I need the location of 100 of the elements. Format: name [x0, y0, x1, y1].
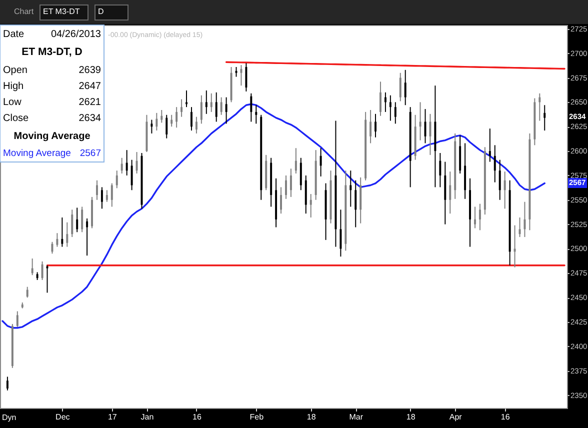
annotation: Close	[3, 113, 30, 124]
candlestick	[494, 144, 496, 183]
text: ET M3-DT, D	[22, 46, 83, 58]
candlestick	[488, 128, 491, 162]
candlestick	[350, 170, 352, 208]
text: ET M3-DT	[43, 7, 80, 16]
candlestick	[394, 102, 396, 124]
candlestick	[215, 92, 218, 122]
candlestick	[544, 104, 546, 132]
candlestick	[284, 174, 287, 200]
candlestick	[160, 110, 163, 124]
candlestick	[31, 258, 34, 276]
x-tick-label: Jan	[140, 412, 154, 422]
candlestick	[419, 102, 422, 141]
candlestick	[374, 113, 377, 138]
x-tick-label: 17	[108, 412, 118, 422]
candlestick	[498, 159, 501, 200]
annotation: Low	[3, 97, 22, 108]
candlestick	[106, 190, 108, 202]
x-tick-label: 16	[500, 412, 510, 422]
x-tick-label: 16	[192, 412, 202, 422]
candlestick	[26, 286, 28, 298]
candlestick	[116, 170, 118, 189]
candlestick	[170, 114, 173, 128]
candlestick	[354, 180, 357, 228]
annotation: Open	[3, 65, 28, 76]
candlestick	[514, 224, 516, 268]
x-tick-label: Feb	[250, 412, 264, 422]
annotation: Moving Average	[14, 131, 91, 142]
candlestick	[399, 72, 402, 102]
x-tick-label: Dec	[56, 412, 70, 422]
candlestick	[384, 92, 386, 112]
candlestick	[429, 113, 432, 156]
candlestick	[439, 152, 442, 188]
candlestick	[100, 186, 103, 210]
candlestick	[449, 171, 452, 214]
candlestick	[200, 94, 202, 124]
candlestick	[136, 152, 138, 174]
text: Moving Average	[3, 148, 71, 159]
annotation: 2567	[80, 148, 101, 159]
candlestick	[195, 116, 198, 134]
candlestick	[255, 104, 258, 124]
candlestick	[504, 171, 506, 210]
x-tick-label: Apr	[449, 412, 462, 422]
candlestick	[210, 92, 212, 112]
candlestick	[51, 241, 54, 254]
candlestick	[300, 157, 302, 191]
text: D	[98, 7, 104, 16]
candlestick	[310, 194, 312, 218]
candlestick	[340, 209, 342, 258]
candlestick	[81, 206, 84, 233]
candlestick	[86, 218, 88, 256]
annotation: High	[3, 81, 24, 92]
candlestick	[76, 207, 78, 233]
candlestick	[156, 112, 158, 132]
candlestick	[250, 92, 252, 122]
candlestick	[150, 119, 153, 134]
annotation: 2639	[78, 65, 102, 76]
candlestick	[320, 148, 322, 177]
x-tick-label: Mar	[349, 412, 364, 422]
candlestick	[126, 150, 128, 176]
candlestick	[240, 64, 242, 86]
candlestick	[180, 98, 183, 118]
text: Dyn	[2, 413, 16, 422]
candlestick	[56, 232, 58, 248]
candlestick	[6, 376, 8, 391]
candlestick	[538, 92, 541, 122]
candlestick	[61, 216, 64, 248]
candlestick	[474, 206, 476, 229]
candlestick	[166, 114, 168, 139]
candlestick	[110, 182, 113, 208]
candlestick	[294, 148, 297, 174]
candlestick	[290, 168, 292, 198]
candlestick	[389, 94, 392, 122]
x-tick-label: 18	[306, 412, 316, 422]
candlestick	[41, 260, 44, 281]
candlestick	[524, 201, 526, 238]
text: Chart	[14, 7, 34, 16]
candlestick	[190, 106, 192, 132]
candlestick	[370, 110, 372, 144]
candlestick	[186, 90, 188, 108]
annotation: 2647	[78, 81, 102, 92]
candlestick	[220, 96, 222, 116]
candlestick	[245, 62, 248, 92]
candlestick	[66, 222, 68, 248]
candlestick	[404, 69, 406, 106]
x-tick-label: 18	[406, 412, 416, 422]
candlestick	[280, 186, 282, 214]
candlestick	[478, 203, 481, 231]
candlestick	[120, 157, 123, 174]
candlestick	[16, 310, 18, 328]
candlestick	[225, 96, 228, 124]
annotation: 2634	[78, 113, 102, 124]
candlestick	[71, 209, 74, 238]
candlestick	[176, 106, 178, 128]
candlestick	[130, 159, 133, 191]
annotation: Date	[3, 29, 25, 40]
candlestick	[379, 81, 382, 116]
annotation: 04/26/2013	[50, 29, 102, 40]
line-series	[225, 61, 566, 70]
